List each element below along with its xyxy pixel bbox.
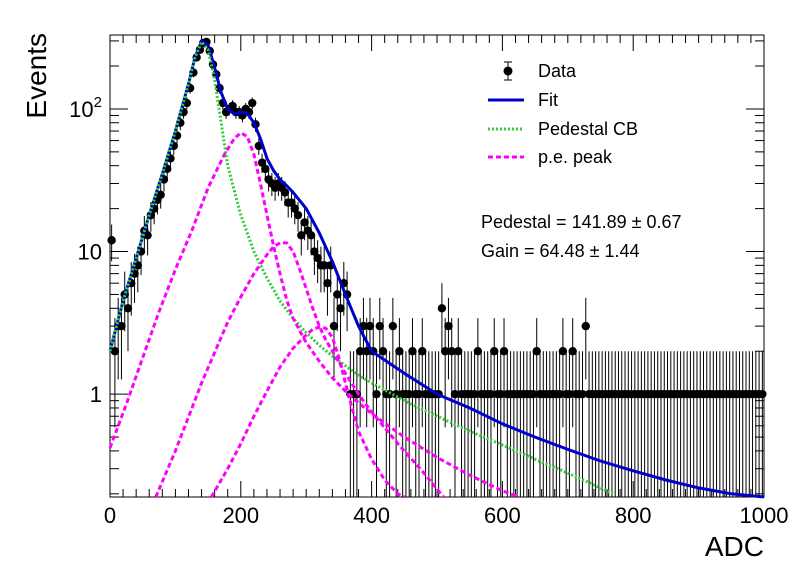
data-point	[280, 188, 290, 197]
legend-data-marker	[503, 66, 513, 76]
data-point	[306, 231, 316, 240]
data-point	[529, 389, 538, 399]
data-point	[323, 278, 332, 288]
data-point	[395, 347, 404, 356]
y-tick-label: 102	[69, 94, 102, 122]
data-point	[313, 253, 322, 263]
data-point	[558, 347, 568, 356]
data-point	[555, 389, 564, 399]
data-point	[496, 389, 505, 399]
data-point	[333, 290, 342, 299]
data-point	[473, 347, 483, 356]
data-point	[440, 347, 450, 356]
data-point	[123, 304, 133, 313]
legend-label: Fit	[538, 90, 558, 110]
fit-curve	[108, 39, 765, 499]
data-point	[143, 231, 152, 240]
data-point	[375, 321, 384, 331]
data-point	[378, 347, 388, 356]
data-point	[499, 347, 509, 356]
data-point	[758, 389, 767, 399]
x-tick-label: 1000	[740, 503, 789, 528]
data-point	[359, 321, 368, 331]
data-point	[405, 389, 414, 399]
y-axis-title: Events	[21, 33, 52, 119]
data-point	[107, 236, 116, 245]
data-point	[565, 389, 574, 399]
plot-area	[107, 37, 767, 499]
data-point	[454, 347, 463, 356]
plot-frame	[109, 34, 765, 498]
data-point	[470, 389, 479, 399]
data-point	[248, 98, 257, 108]
y-tick-label: 1	[90, 382, 102, 407]
x-axis-title: ADC	[705, 531, 764, 562]
gain-annotation: Gain = 64.48 ± 1.44	[481, 241, 640, 261]
pedestal-annotation: Pedestal = 141.89 ± 0.67	[481, 212, 682, 232]
data-point	[156, 190, 165, 199]
data-point	[261, 164, 270, 174]
x-tick-label: 400	[353, 503, 390, 528]
data-point	[437, 304, 447, 313]
data-point	[418, 347, 427, 356]
pe-peak-curve	[210, 325, 405, 499]
data-point	[336, 304, 345, 313]
data-point	[228, 101, 237, 111]
data-point	[372, 389, 381, 399]
data-point	[300, 218, 309, 227]
data-point	[490, 347, 499, 356]
fit-annotations: Pedestal = 141.89 ± 0.67 Gain = 64.48 ± …	[481, 212, 682, 261]
data-point	[568, 347, 577, 356]
data-point	[414, 389, 424, 399]
data-point	[444, 321, 453, 331]
pedestal-cb-curve	[108, 40, 615, 496]
x-tick-label: 800	[615, 503, 652, 528]
x-tick-label: 0	[104, 503, 116, 528]
data-point	[447, 347, 456, 356]
data-point	[297, 231, 306, 240]
x-tick-label: 200	[222, 503, 259, 528]
data-point	[581, 321, 590, 331]
legend: Data Fit Pedestal CB p.e. peak	[488, 61, 638, 167]
data-point	[362, 347, 371, 356]
data-point	[110, 347, 120, 356]
data-point	[450, 389, 460, 399]
data-point	[388, 321, 398, 331]
pe-peak-curve	[154, 241, 445, 498]
data-point	[319, 261, 329, 270]
data-point	[408, 347, 417, 356]
legend-label: Data	[538, 61, 577, 81]
data-point	[290, 204, 299, 213]
data-point	[257, 158, 267, 167]
legend-label: p.e. peak	[538, 147, 613, 167]
data-point	[355, 347, 365, 356]
y-tick-label: 10	[78, 240, 102, 265]
data-point	[365, 321, 375, 331]
data-point	[310, 247, 319, 256]
data-point	[486, 389, 496, 399]
data-point	[117, 321, 126, 331]
legend-label: Pedestal CB	[538, 119, 638, 139]
data-point	[293, 210, 303, 220]
data-point	[578, 389, 587, 399]
data-points	[107, 37, 767, 497]
data-point	[532, 347, 541, 356]
data-point	[329, 321, 339, 331]
pe-peak-curve	[108, 131, 520, 499]
x-tick-label: 600	[484, 503, 521, 528]
